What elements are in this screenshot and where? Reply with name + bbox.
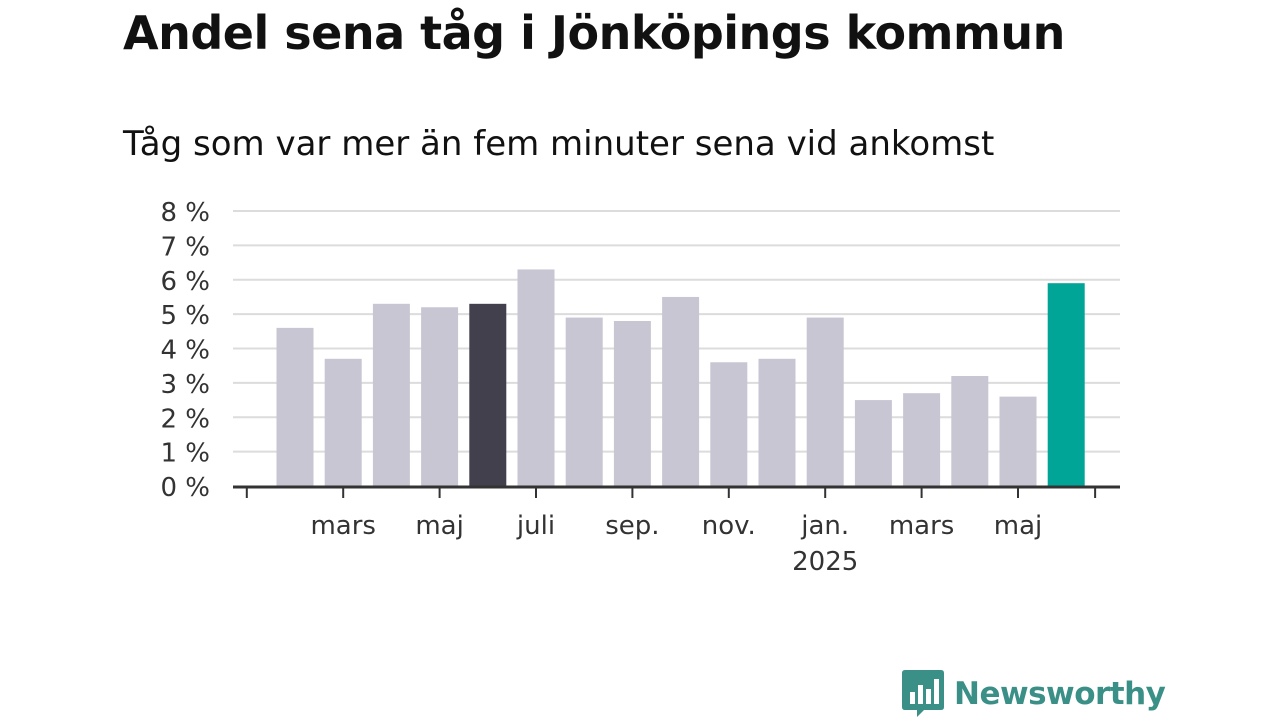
y-tick-label: 3 % [160, 370, 210, 400]
y-tick-label: 4 % [160, 336, 210, 366]
x-tick-label: mars [310, 511, 376, 541]
bar-2024-04 [372, 303, 410, 486]
bar-2024-09 [613, 321, 651, 486]
bars [276, 269, 1085, 486]
bar-2024-07 [517, 269, 555, 486]
brand-name: Newsworthy [954, 676, 1166, 712]
y-axis-labels: 0 % 1 % 2 % 3 % 4 % 5 % 6 % 7 % 8 % [160, 198, 210, 503]
newsworthy-brand: Newsworthy [902, 670, 1166, 718]
y-tick-label: 6 % [160, 267, 210, 297]
bar-2025-06 [1047, 283, 1085, 486]
bar-chart: 0 % 1 % 2 % 3 % 4 % 5 % 6 % 7 % 8 % mars maj juli s… [160, 198, 1120, 577]
bar-2024-06 [469, 303, 507, 486]
x-tick-label: sep. [605, 511, 659, 541]
x-axis-labels: mars maj juli sep. nov. jan. 2025 mars maj [310, 511, 1042, 577]
y-tick-label: 8 % [160, 198, 210, 228]
bar-2025-02 [854, 400, 892, 486]
bar-2025-01 [806, 317, 844, 486]
bar-2024-10 [662, 296, 700, 486]
newsworthy-logo-icon [902, 670, 944, 717]
bar-2024-12 [758, 358, 796, 486]
x-axis [233, 485, 1120, 498]
chart-title: Andel sena tåg i Jönköpings kommun [123, 6, 1065, 60]
x-tick-label: maj [415, 511, 463, 541]
x-tick-sublabel: 2025 [792, 547, 858, 577]
bar-2024-03 [324, 358, 362, 486]
bar-2025-03 [903, 393, 941, 486]
bar-2025-05 [999, 396, 1037, 486]
bar-2024-05 [421, 307, 459, 486]
x-tick-label: maj [994, 511, 1042, 541]
y-tick-label: 2 % [160, 404, 210, 434]
y-tick-label: 1 % [160, 439, 210, 469]
bar-2025-04 [951, 376, 989, 486]
y-tick-label: 0 % [160, 473, 210, 503]
bar-2024-02 [276, 327, 314, 486]
x-tick-label: mars [889, 511, 955, 541]
bar-2024-08 [565, 317, 603, 486]
x-tick-label: jan. [800, 511, 849, 541]
x-tick-label: juli [516, 511, 555, 541]
y-tick-label: 5 % [160, 301, 210, 331]
bar-2024-11 [710, 362, 748, 486]
chart-subtitle: Tåg som var mer än fem minuter sena vid … [123, 124, 995, 164]
y-tick-label: 7 % [160, 232, 210, 262]
x-tick-label: nov. [702, 511, 756, 541]
